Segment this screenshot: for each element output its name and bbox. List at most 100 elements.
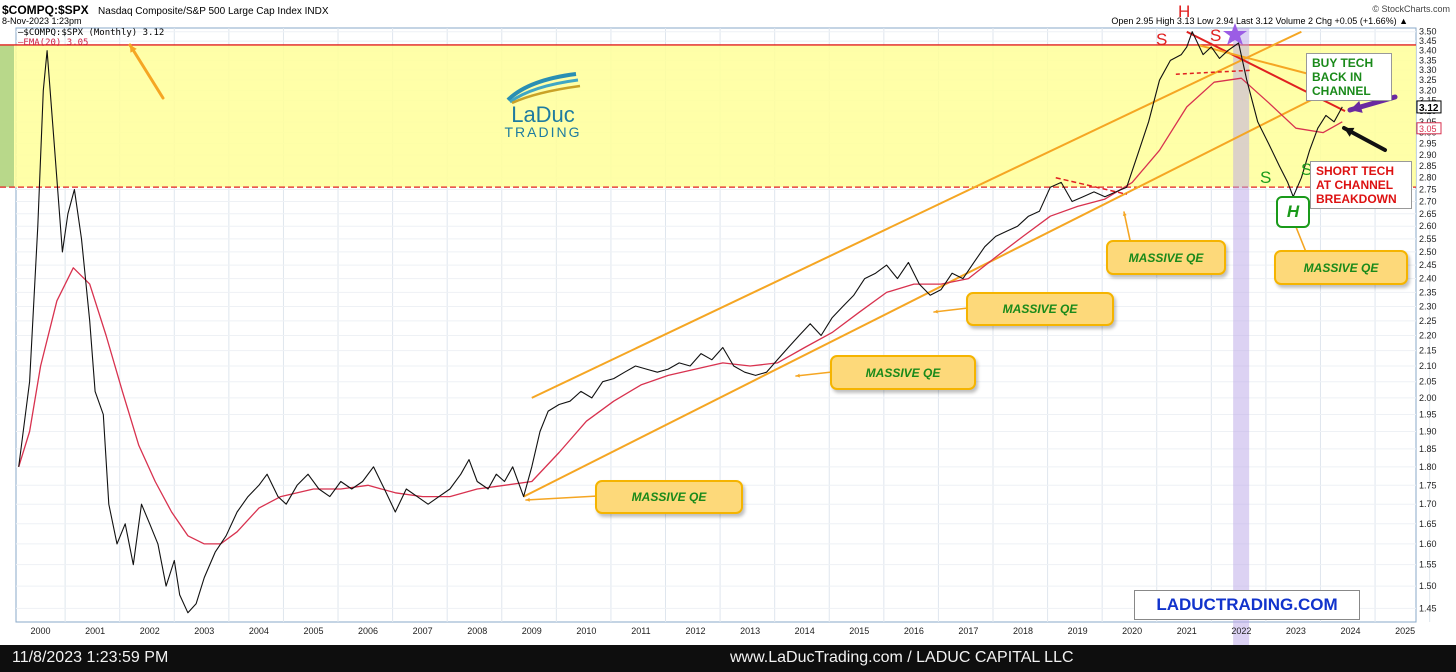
x-tick-label: 2004	[249, 626, 269, 636]
website-label: LADUCTRADING.COM	[1134, 590, 1360, 620]
highlight-month-band	[1233, 28, 1250, 645]
y-tick-label: 1.70	[1419, 499, 1437, 509]
source-label: © StockCharts.com	[1372, 4, 1450, 14]
y-tick-label: 3.45	[1419, 36, 1437, 46]
x-tick-label: 2011	[631, 626, 650, 636]
qe-pointer-arrow-head	[796, 373, 800, 378]
x-tick-label: 2003	[194, 626, 214, 636]
channel-upper-line	[531, 30, 1302, 399]
pattern-inverse-right-shoulder: S	[1301, 160, 1313, 179]
pattern-right-shoulder: S	[1210, 26, 1222, 45]
quote-readout: Open 2.95 High 3.13 Low 2.94 Last 3.12 V…	[1111, 16, 1408, 26]
y-tick-label: 2.15	[1419, 346, 1437, 356]
y-tick-label: 2.00	[1419, 393, 1437, 403]
x-tick-label: 2001	[85, 626, 105, 636]
x-tick-label: 2018	[1013, 626, 1033, 636]
chart-legend: —$COMPQ:$SPX (Monthly) 3.12 —EMA(20) 3.0…	[18, 28, 164, 48]
index-name: Nasdaq Composite/S&P 500 Large Cap Index…	[98, 6, 329, 17]
qe-pointer-arrow-head	[526, 497, 530, 502]
y-tick-label: 3.35	[1419, 55, 1437, 65]
channel-lower-line	[523, 79, 1351, 498]
y-tick-label: 2.65	[1419, 209, 1437, 219]
y-tick-label: 2.10	[1419, 361, 1437, 371]
y-tick-label: 3.30	[1419, 65, 1437, 75]
y-tick-label: 2.90	[1419, 150, 1437, 160]
ema-line	[18, 77, 1343, 545]
logo-subtitle: TRADING	[504, 124, 582, 140]
legend-pointer-arrow	[128, 43, 165, 100]
x-tick-label: 2013	[740, 626, 760, 636]
x-tick-label: 2009	[522, 626, 542, 636]
symbol-label: $COMPQ:$SPX	[2, 3, 89, 17]
ema-tag	[1416, 122, 1442, 135]
qe-pointer-arrow-head	[934, 309, 938, 314]
x-tick-label: 2002	[140, 626, 160, 636]
x-tick-label: 2016	[904, 626, 924, 636]
y-tick-label: 1.85	[1419, 444, 1437, 454]
x-tick-label: 2006	[358, 626, 378, 636]
pattern-head: H	[1178, 2, 1191, 21]
y-tick-label: 2.85	[1419, 161, 1437, 171]
x-tick-label: 2007	[413, 626, 433, 636]
y-tick-label: 2.05	[1419, 377, 1437, 387]
chart-panel: 3.503.453.403.353.303.253.203.153.103.05…	[0, 0, 1456, 645]
y-tick-label: 1.50	[1419, 581, 1437, 591]
qe-callout-2013: MASSIVE QE	[830, 355, 976, 390]
buy-arrow-icon-head	[1350, 100, 1363, 113]
qe-callout-2020: MASSIVE QE	[1106, 240, 1226, 275]
y-tick-label: 2.60	[1419, 221, 1437, 231]
y-tick-label: 3.05	[1419, 117, 1437, 127]
logo-name: LaDuc	[511, 102, 575, 127]
x-tick-label: 2017	[958, 626, 978, 636]
y-tick-label: 1.55	[1419, 560, 1437, 570]
y-tick-label: 1.75	[1419, 480, 1437, 490]
x-tick-label: 2015	[849, 626, 869, 636]
laduc-logo: LaDuc TRADING	[498, 70, 588, 142]
x-tick-label: 2019	[1068, 626, 1088, 636]
x-tick-label: 2025	[1395, 626, 1415, 636]
pattern-inverse-left-shoulder: S	[1260, 168, 1272, 187]
zone-marker	[0, 44, 14, 188]
neckline-2021	[1175, 69, 1253, 75]
y-tick-label: 2.45	[1419, 260, 1437, 270]
y-tick-label: 2.80	[1419, 173, 1437, 183]
y-tick-label: 2.30	[1419, 301, 1437, 311]
x-tick-label: 2005	[303, 626, 323, 636]
y-tick-label: 2.50	[1419, 247, 1437, 257]
qe-pointer-arrow-head	[1122, 212, 1127, 216]
legend-pointer-arrow-head	[130, 45, 137, 53]
y-tick-label: 2.40	[1419, 274, 1437, 284]
y-tick-label: 1.95	[1419, 409, 1437, 419]
y-tick-label: 3.50	[1419, 27, 1437, 37]
qe-pointer-arrow	[1123, 211, 1131, 241]
qe-callout-2009: MASSIVE QE	[595, 480, 743, 514]
neckline-2019	[1055, 177, 1127, 196]
last-price-label: 3.12	[1419, 103, 1439, 114]
short-tech-note: SHORT TECH AT CHANNEL BREAKDOWN	[1310, 161, 1412, 209]
x-tick-label: 2008	[467, 626, 487, 636]
price-line	[18, 31, 1343, 614]
x-tick-label: 2022	[1231, 626, 1251, 636]
legend-price: —$COMPQ:$SPX (Monthly) 3.12	[18, 28, 165, 38]
y-tick-label: 1.60	[1419, 539, 1437, 549]
y-tick-label: 2.95	[1419, 139, 1437, 149]
last-price-tag	[1416, 100, 1442, 114]
x-tick-label: 2010	[576, 626, 596, 636]
price-chart: 3.503.453.403.353.303.253.203.153.103.05…	[0, 27, 1442, 645]
x-tick-label: 2024	[1340, 626, 1360, 636]
legend-ema: —EMA(20) 3.05	[18, 38, 89, 48]
y-tick-label: 2.35	[1419, 287, 1437, 297]
y-tick-label: 2.55	[1419, 234, 1437, 244]
y-tick-label: 2.70	[1419, 197, 1437, 207]
footer-credit: www.LaDucTrading.com / LADUC CAPITAL LLC	[730, 649, 1074, 666]
star-icon	[1223, 23, 1247, 45]
y-tick-label: 3.20	[1419, 85, 1437, 95]
pattern-left-shoulder: S	[1156, 30, 1168, 49]
footer-timestamp: 11/8/2023 1:23:59 PM	[12, 649, 169, 666]
y-tick-label: 1.65	[1419, 519, 1437, 529]
qe-pointer-arrow	[933, 307, 969, 313]
pattern-inverse-head: H	[1276, 196, 1310, 228]
x-tick-label: 2014	[795, 626, 815, 636]
qe-pointer-arrow	[525, 495, 599, 501]
ema-value-label: 3.05	[1419, 124, 1437, 134]
